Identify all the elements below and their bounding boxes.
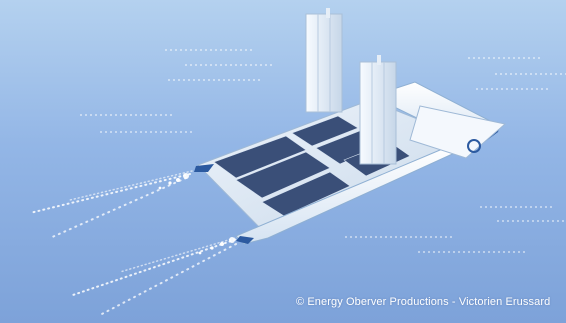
wake-spray (29, 170, 243, 316)
wing-sail-aft (305, 8, 343, 113)
spray-burst (158, 173, 235, 255)
near-hull (235, 145, 471, 245)
wing-sail-fore (359, 55, 397, 165)
speed-lines (80, 49, 566, 253)
bow-fairing (409, 105, 507, 159)
catamaran (194, 8, 507, 245)
photo-credit: © Energy Oberver Productions - Victorien… (296, 296, 551, 308)
